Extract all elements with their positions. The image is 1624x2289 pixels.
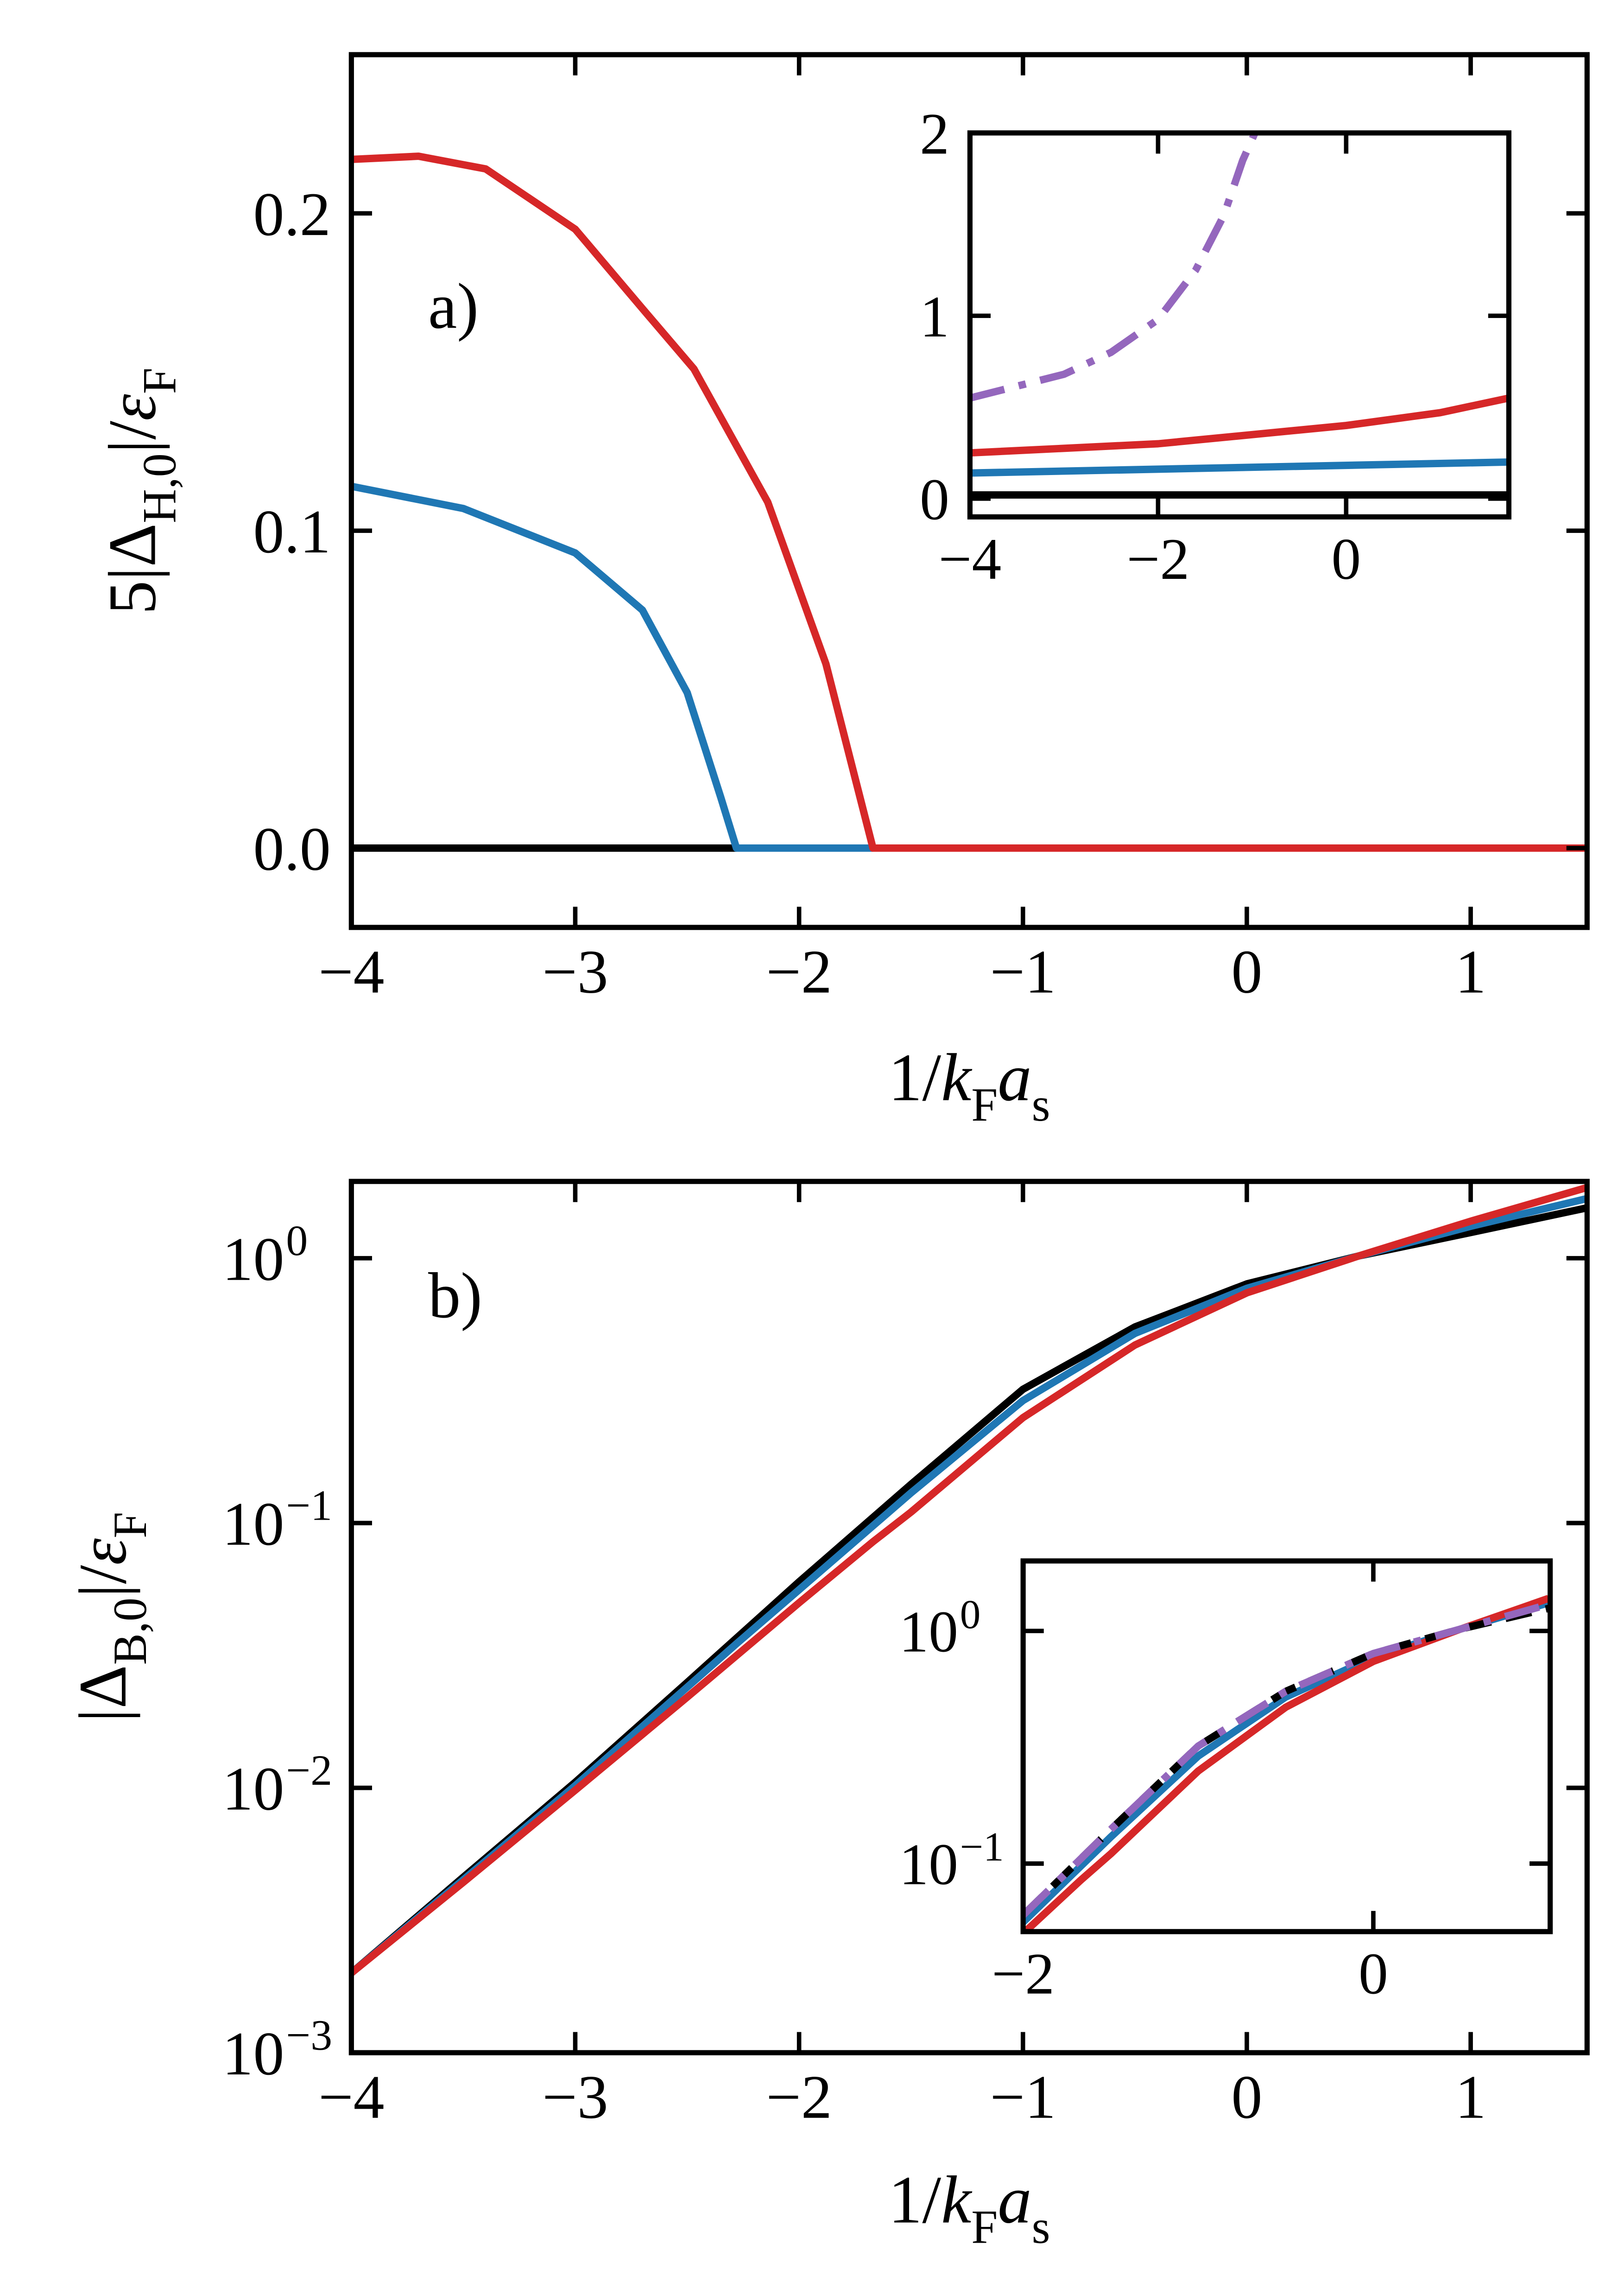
label-part: a bbox=[998, 2162, 1031, 2238]
x-tick-label: 1 bbox=[1455, 2063, 1486, 2131]
label-part: k bbox=[941, 1040, 973, 1115]
tick-exponent: −1 bbox=[960, 1825, 1004, 1870]
inset-background bbox=[1023, 1561, 1550, 1932]
tick-exponent: −1 bbox=[286, 1482, 332, 1530]
plot-area bbox=[970, 133, 1509, 499]
x-tick-label: −4 bbox=[939, 526, 1002, 592]
label-part: F bbox=[971, 1079, 998, 1131]
y-tick-label: 0 bbox=[920, 466, 949, 532]
y-tick-label: 2 bbox=[920, 101, 949, 166]
y-tick-exponent: −1 bbox=[286, 1482, 332, 1530]
label-part: |/ bbox=[65, 1565, 140, 1598]
tick-exponent: −3 bbox=[286, 2011, 332, 2059]
axes-frame bbox=[967, 130, 1512, 520]
axis-label: 5|ΔH,0|/εF bbox=[95, 368, 186, 615]
axes-frame bbox=[1020, 1558, 1553, 1934]
tick-base: 10 bbox=[899, 1599, 958, 1665]
x-tick-label: −3 bbox=[542, 2063, 608, 2131]
y-tick-exponent: −1 bbox=[960, 1825, 1004, 1870]
label-part: |Δ bbox=[65, 1665, 140, 1722]
x-tick-label: −4 bbox=[318, 938, 384, 1006]
data-line bbox=[970, 458, 1509, 477]
axes-frame bbox=[348, 52, 1590, 930]
label-part: ε bbox=[95, 394, 170, 421]
label-part: F bbox=[971, 2201, 998, 2254]
x-tick-label: 1 bbox=[1455, 938, 1486, 1006]
y-tick-label: 0.1 bbox=[253, 497, 330, 566]
x-tick-label: −3 bbox=[542, 938, 608, 1006]
y-tick-label: 10 bbox=[899, 1599, 958, 1665]
tick-exponent: −2 bbox=[286, 1747, 332, 1794]
y-tick-exponent: −3 bbox=[286, 2011, 332, 2059]
label-part: a bbox=[998, 1040, 1031, 1115]
data-line bbox=[970, 394, 1509, 457]
y-tick-exponent: 0 bbox=[960, 1592, 981, 1637]
y-tick-label: 1 bbox=[920, 284, 949, 349]
x-tick-label: 0 bbox=[1359, 1941, 1388, 2007]
x-tick-label: −2 bbox=[766, 2063, 832, 2131]
panel-label: b) bbox=[428, 1260, 482, 1332]
data-line bbox=[351, 1184, 1587, 1976]
label-part: ε bbox=[65, 1538, 140, 1565]
tick-base: 10 bbox=[899, 1832, 958, 1897]
data-line bbox=[970, 133, 1258, 402]
axes-frame bbox=[348, 1179, 1590, 2055]
x-tick-label: −1 bbox=[990, 2063, 1056, 2131]
axis-label: |ΔB,0|/εF bbox=[65, 1512, 157, 1722]
tick-base: 10 bbox=[222, 1490, 284, 1558]
x-tick-label: −2 bbox=[1127, 526, 1190, 592]
plot-area bbox=[1023, 1595, 1550, 1932]
y-tick-label: 10 bbox=[222, 2019, 284, 2088]
label-part: 1/ bbox=[888, 1040, 941, 1115]
y-tick-label: 10 bbox=[222, 1490, 284, 1558]
axis-label: 1/kFas bbox=[888, 1040, 1050, 1131]
label-part: s bbox=[1032, 2201, 1050, 2254]
data-line bbox=[1023, 1601, 1550, 1918]
label-part: B,0 bbox=[104, 1598, 157, 1665]
panel-label: a) bbox=[428, 270, 479, 342]
y-tick-label: 0.2 bbox=[253, 180, 330, 248]
y-tick-label: 10 bbox=[222, 1755, 284, 1823]
plot-area bbox=[351, 1184, 1587, 1976]
label-part: F bbox=[104, 1512, 157, 1538]
data-line bbox=[351, 152, 1587, 852]
x-tick-label: 0 bbox=[1331, 526, 1361, 592]
tick-base: 10 bbox=[222, 1755, 284, 1823]
axis-label: 1/kFas bbox=[888, 2162, 1050, 2254]
x-tick-label: −2 bbox=[992, 1941, 1055, 2007]
label-part: k bbox=[941, 2162, 973, 2238]
y-tick-label: 10 bbox=[899, 1832, 958, 1897]
plot-area bbox=[351, 152, 1587, 852]
data-line bbox=[351, 482, 873, 852]
x-tick-label: 0 bbox=[1232, 938, 1263, 1006]
x-tick-label: 0 bbox=[1232, 2063, 1263, 2131]
y-tick-exponent: −2 bbox=[286, 1747, 332, 1794]
y-tick-exponent: 0 bbox=[286, 1217, 308, 1265]
y-tick-label: 10 bbox=[222, 1225, 284, 1294]
label-part: s bbox=[1032, 1079, 1050, 1131]
label-part: 5|Δ bbox=[95, 523, 170, 615]
label-part: |/ bbox=[95, 421, 170, 453]
x-tick-label: −4 bbox=[318, 2063, 384, 2131]
tick-base: 10 bbox=[222, 1225, 284, 1294]
label-part: 1/ bbox=[888, 2162, 941, 2238]
tick-base: 10 bbox=[222, 2019, 284, 2088]
tick-exponent: 0 bbox=[286, 1217, 308, 1265]
y-tick-label: 0.0 bbox=[253, 815, 330, 883]
x-tick-label: −2 bbox=[766, 938, 832, 1006]
label-part: H,0 bbox=[134, 453, 186, 523]
x-tick-label: −1 bbox=[990, 938, 1056, 1006]
tick-exponent: 0 bbox=[960, 1592, 981, 1637]
inset-background bbox=[970, 133, 1509, 517]
label-part: F bbox=[134, 368, 186, 394]
